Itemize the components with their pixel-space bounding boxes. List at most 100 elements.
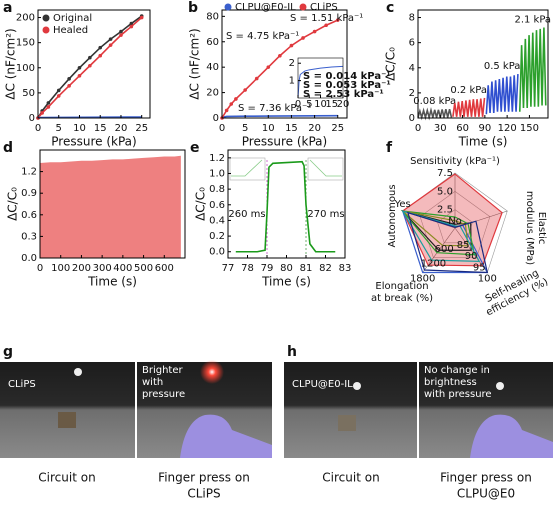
y-tick-label: 0.6 bbox=[21, 210, 37, 221]
legend-label: CLPU@E0-IL bbox=[235, 2, 296, 13]
annotation: S = 0.014 kPa⁻¹ bbox=[303, 71, 391, 82]
radar-series bbox=[401, 210, 476, 256]
x-tick-label: 200 bbox=[72, 263, 91, 274]
point bbox=[278, 53, 282, 58]
y-axis-label: ΔC (nF/cm²) bbox=[4, 28, 18, 99]
x-tick-label: 150 bbox=[520, 123, 539, 134]
photo-panel-h bbox=[284, 362, 553, 458]
y-tick-label: 100 bbox=[16, 63, 35, 74]
annotation: 270 ms bbox=[307, 209, 344, 220]
x-tick-label: 20 bbox=[115, 123, 128, 134]
x-tick-label: 10 bbox=[262, 123, 275, 134]
axis-label: Elastic bbox=[536, 212, 547, 245]
x-tick-label: 0 bbox=[219, 123, 225, 134]
x-tick-label: 300 bbox=[93, 263, 112, 274]
x-tick-label: 90 bbox=[478, 123, 491, 134]
x-tick-label: 5 bbox=[306, 99, 312, 110]
x-tick-label: 80 bbox=[280, 263, 293, 274]
line bbox=[235, 160, 336, 253]
grid-ring bbox=[419, 190, 491, 258]
x-tick-label: 25 bbox=[331, 123, 344, 134]
x-tick-label: 10 bbox=[314, 99, 327, 110]
axis-label: at break (%) bbox=[371, 293, 433, 304]
panel-label: c bbox=[386, 0, 394, 16]
x-tick-label: 78 bbox=[241, 263, 254, 274]
y-tick-label: 0.0 bbox=[21, 253, 37, 264]
photo-label: pressure bbox=[142, 389, 185, 400]
photo-label: with pressure bbox=[424, 389, 492, 400]
inset-trace bbox=[231, 159, 263, 177]
x-tick-label: 600 bbox=[155, 263, 174, 274]
x-tick-label: 5 bbox=[56, 123, 62, 134]
point bbox=[88, 63, 92, 68]
x-tick-label: 82 bbox=[319, 263, 332, 274]
axis-label: Autonomous bbox=[387, 184, 398, 247]
inset-trace bbox=[309, 159, 342, 177]
point bbox=[88, 55, 92, 60]
photo-label: CLiPS bbox=[8, 379, 36, 390]
axis-tick-label: 90 bbox=[465, 251, 478, 262]
photo-label: No change in bbox=[424, 365, 490, 376]
axis-tick-label: 85 bbox=[457, 240, 470, 251]
x-tick-label: 0 bbox=[295, 99, 301, 110]
point bbox=[229, 102, 234, 106]
x-tick-label: 100 bbox=[51, 263, 70, 274]
point bbox=[119, 29, 123, 34]
point bbox=[129, 24, 134, 29]
y-tick-label: 80 bbox=[206, 11, 219, 22]
axis-tick-label: 600 bbox=[435, 244, 454, 255]
point bbox=[108, 43, 113, 47]
annotation: S = 1.51 kPa⁻¹ bbox=[290, 13, 363, 24]
point bbox=[40, 111, 44, 115]
series-label: 0.08 kPa bbox=[413, 96, 456, 107]
plot-frame bbox=[39, 149, 186, 259]
panel-label: d bbox=[3, 140, 13, 156]
led bbox=[74, 368, 82, 376]
panel-label: b bbox=[188, 0, 198, 16]
line bbox=[297, 65, 344, 99]
y-tick-label: 20 bbox=[206, 88, 219, 99]
x-tick-label: 81 bbox=[300, 263, 313, 274]
point bbox=[98, 45, 103, 50]
panel-label: f bbox=[386, 140, 393, 156]
plot-frame bbox=[227, 149, 346, 259]
annotation: 260 ms bbox=[228, 209, 265, 220]
axis-tick-label: 100 bbox=[478, 273, 497, 284]
y-tick-label: 1.2 bbox=[21, 167, 37, 178]
plot-frame bbox=[417, 9, 549, 119]
point bbox=[129, 21, 134, 26]
point bbox=[46, 105, 51, 109]
y-tick-label: 40 bbox=[206, 62, 219, 73]
legend-label: Original bbox=[53, 13, 92, 24]
finger bbox=[470, 414, 553, 458]
x-axis-label: Time (s) bbox=[87, 275, 137, 289]
panel-label: h bbox=[287, 344, 297, 360]
point bbox=[266, 65, 271, 69]
plot-frame bbox=[37, 9, 151, 119]
line bbox=[221, 114, 338, 119]
axis-tick-label: Yes bbox=[394, 199, 411, 210]
y-tick-label: 0.6 bbox=[209, 200, 225, 211]
y-axis-label: ΔC (nF/cm²) bbox=[188, 28, 202, 99]
y-tick-label: 0 bbox=[409, 113, 415, 124]
caption: Circuit on bbox=[322, 471, 379, 485]
axis-label: modulus (MPa) bbox=[524, 191, 535, 265]
point bbox=[108, 37, 113, 41]
point bbox=[56, 94, 61, 98]
y-tick-label: 8 bbox=[409, 13, 415, 24]
inset-box bbox=[229, 157, 266, 181]
point bbox=[234, 97, 238, 101]
y-tick-label: 1 bbox=[289, 76, 295, 87]
x-tick-label: 20 bbox=[337, 99, 350, 110]
sensor bbox=[338, 415, 356, 431]
photo bbox=[284, 362, 417, 458]
x-axis-label: Pressure (kPa) bbox=[51, 135, 136, 149]
photo-label: CLPU@E0-IL bbox=[292, 379, 353, 390]
x-tick-label: 5 bbox=[242, 123, 248, 134]
point bbox=[301, 36, 305, 40]
line bbox=[518, 27, 547, 112]
x-tick-label: 10 bbox=[73, 123, 86, 134]
x-tick-label: 500 bbox=[134, 263, 153, 274]
caption: CLPU@E0 bbox=[457, 487, 515, 501]
x-axis-label: Pressure (kPa) bbox=[242, 135, 327, 149]
